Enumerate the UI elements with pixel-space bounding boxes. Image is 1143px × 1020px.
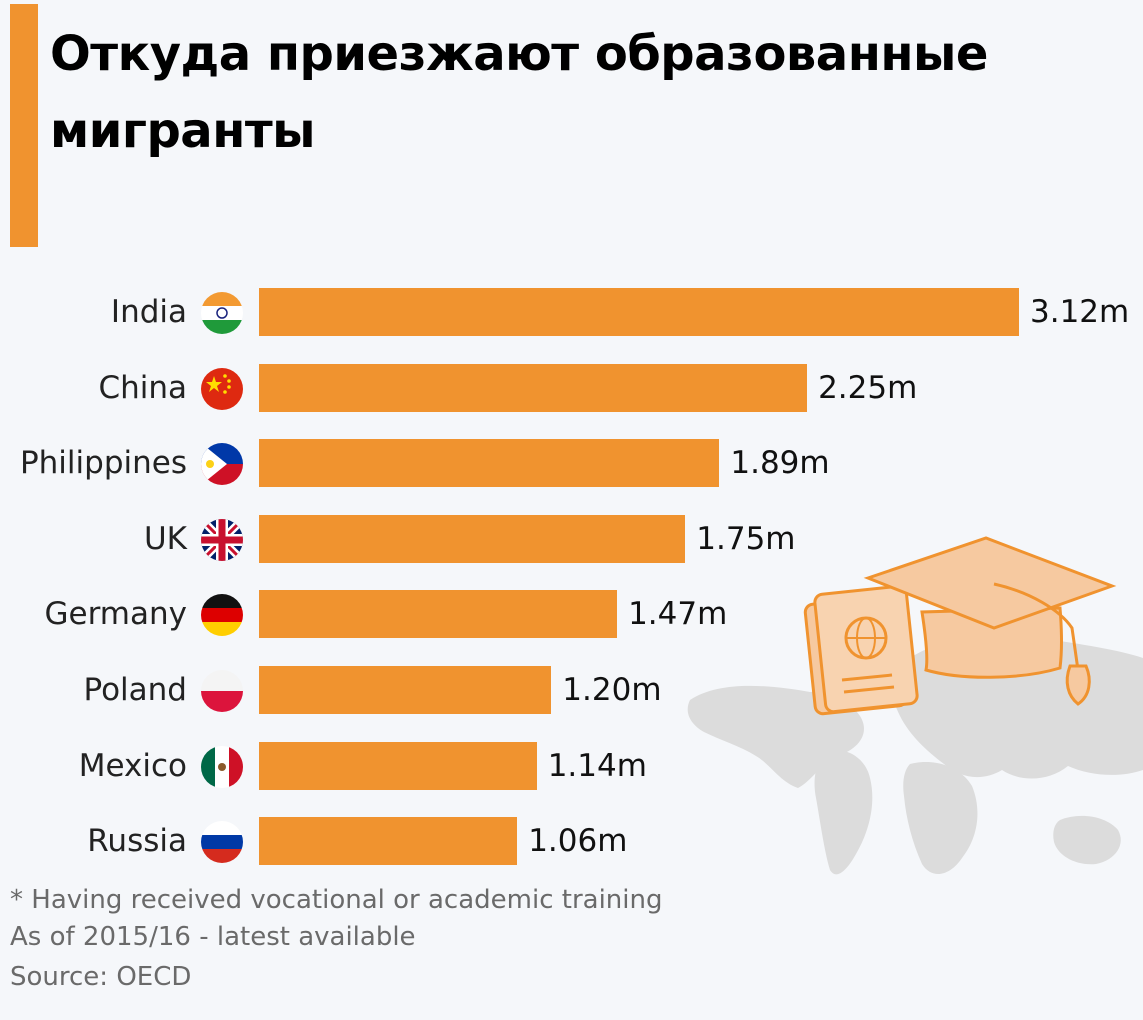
bar-row: UK 1.75m bbox=[0, 514, 1143, 563]
bar bbox=[259, 514, 686, 563]
uk-flag-icon bbox=[201, 518, 243, 561]
title-accent-bar bbox=[10, 4, 38, 247]
value-label: 1.47m bbox=[628, 596, 728, 633]
footnote-source: Source: OECD bbox=[10, 962, 192, 992]
value-label: 1.06m bbox=[528, 823, 628, 860]
value-label: 1.89m bbox=[730, 445, 830, 482]
footnote-note: * Having received vocational or academic… bbox=[10, 885, 663, 915]
bar bbox=[259, 590, 618, 639]
russia-flag-icon bbox=[201, 821, 243, 864]
bar-row: Mexico 1.14m bbox=[0, 741, 1143, 790]
world-map-illustration bbox=[687, 536, 1143, 875]
category-label: Philippines bbox=[19, 445, 187, 482]
bar bbox=[259, 741, 537, 790]
bar-row: India 3.12m bbox=[0, 288, 1143, 336]
bar bbox=[259, 363, 808, 412]
value-label: 3.12m bbox=[1030, 294, 1130, 330]
chart-title: Откуда приезжают образованные мигранты bbox=[50, 26, 988, 159]
category-label: Poland bbox=[83, 672, 188, 708]
bar-row: China 2.25m bbox=[0, 363, 1143, 412]
bar bbox=[259, 288, 1019, 336]
bar bbox=[259, 817, 518, 866]
china-flag-icon bbox=[201, 367, 243, 410]
mexico-flag-icon bbox=[201, 745, 243, 788]
value-label: 1.20m bbox=[562, 672, 662, 708]
category-label: India bbox=[110, 294, 187, 330]
germany-flag-icon bbox=[201, 594, 243, 637]
value-label: 2.25m bbox=[818, 369, 918, 406]
bar-row: Poland 1.20m bbox=[0, 666, 1143, 714]
bar-chart: India 3.12m China 2.25m Philippines 1.89m UK 1.… bbox=[0, 280, 1143, 880]
bar-row: Philippines 1.89m bbox=[0, 439, 1143, 488]
bar-row: Russia 1.06m bbox=[0, 817, 1143, 866]
philippines-flag-icon bbox=[201, 443, 243, 486]
bar bbox=[259, 439, 720, 488]
category-label: China bbox=[98, 369, 187, 406]
bar-row: Germany 1.47m bbox=[0, 590, 1143, 639]
passport-icon bbox=[803, 584, 919, 716]
category-label: Germany bbox=[44, 596, 187, 633]
category-label: UK bbox=[143, 520, 187, 557]
india-flag-icon bbox=[201, 292, 243, 334]
category-label: Russia bbox=[87, 823, 187, 860]
poland-flag-icon bbox=[201, 670, 243, 712]
category-label: Mexico bbox=[78, 747, 187, 784]
value-label: 1.75m bbox=[696, 520, 796, 557]
graduation-cap-icon bbox=[863, 536, 1117, 706]
footnote-date: As of 2015/16 - latest available bbox=[10, 922, 416, 952]
bar bbox=[259, 666, 552, 714]
value-label: 1.14m bbox=[547, 747, 647, 784]
